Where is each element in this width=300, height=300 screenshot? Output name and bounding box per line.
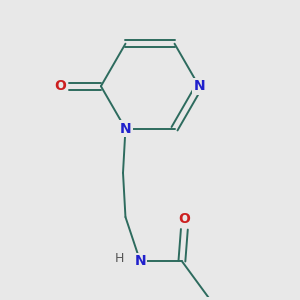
Text: O: O bbox=[54, 79, 66, 93]
Text: H: H bbox=[115, 252, 124, 265]
Text: O: O bbox=[178, 212, 190, 226]
Text: N: N bbox=[120, 122, 131, 136]
Text: N: N bbox=[193, 79, 205, 93]
Text: N: N bbox=[134, 254, 146, 268]
